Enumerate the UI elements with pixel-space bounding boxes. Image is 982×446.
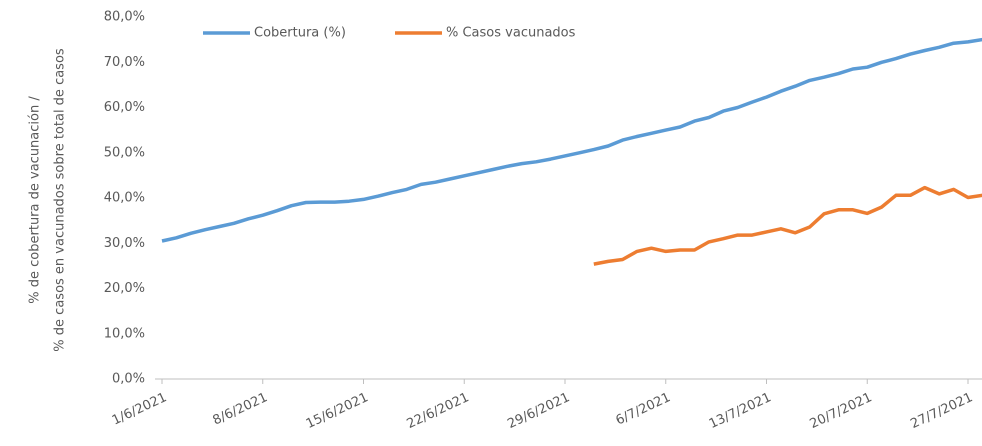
x-tick-label: 22/6/2021	[405, 390, 472, 432]
y-tick-label: 50,0%	[104, 145, 145, 160]
legend-label: % Casos vacunados	[446, 26, 576, 41]
y-tick-label: 40,0%	[104, 191, 145, 206]
x-tick-label: 29/6/2021	[505, 390, 572, 432]
y-tick-label: 30,0%	[104, 236, 145, 251]
y-axis-label: % de casos en vacunados sobre total de c…	[53, 48, 68, 352]
x-tick-label: 8/6/2021	[211, 390, 270, 428]
y-axis-label: % de cobertura de vacunación /	[28, 96, 43, 304]
x-tick-label: 20/7/2021	[808, 390, 875, 432]
y-tick-label: 80,0%	[104, 10, 145, 25]
x-tick-label: 1/6/2021	[110, 390, 169, 428]
x-tick-label: 27/7/2021	[908, 390, 975, 432]
x-tick-label: 13/7/2021	[707, 390, 774, 432]
y-tick-label: 60,0%	[104, 100, 145, 115]
y-tick-label: 10,0%	[104, 326, 145, 341]
y-tick-label: 0,0%	[112, 372, 145, 387]
y-tick-label: 70,0%	[104, 55, 145, 70]
y-tick-label: 20,0%	[104, 281, 145, 296]
x-tick-label: 6/7/2021	[614, 390, 673, 428]
series-line	[161, 37, 982, 243]
series-line	[593, 185, 982, 266]
legend-label: Cobertura (%)	[254, 26, 346, 41]
x-tick-label: 15/6/2021	[304, 390, 371, 432]
